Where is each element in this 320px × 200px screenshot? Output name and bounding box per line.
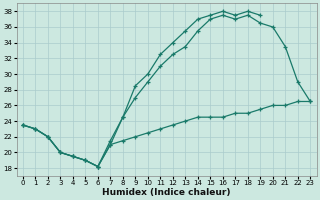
X-axis label: Humidex (Indice chaleur): Humidex (Indice chaleur) — [102, 188, 231, 197]
